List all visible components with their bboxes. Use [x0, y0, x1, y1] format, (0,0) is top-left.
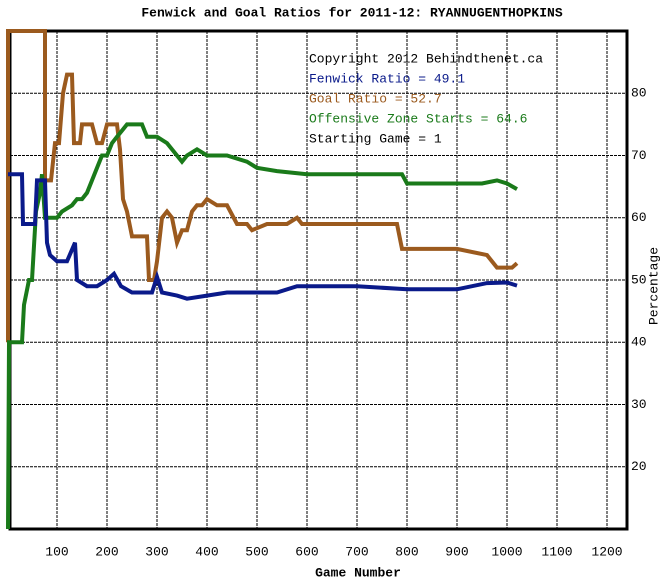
- y-tick-label: 80: [631, 86, 647, 101]
- y-tick-label: 60: [631, 210, 647, 225]
- chart-title: Fenwick and Goal Ratios for 2011-12: RYA…: [141, 5, 562, 20]
- y-axis-label: Percentage: [646, 247, 661, 325]
- x-tick-label: 100: [45, 544, 68, 559]
- series-line: [6, 29, 519, 343]
- x-tick-label: 900: [445, 544, 468, 559]
- x-tick-label: 1200: [591, 544, 622, 559]
- y-tick-label: 50: [631, 272, 647, 287]
- x-tick-label: 600: [295, 544, 318, 559]
- y-tick-label: 40: [631, 335, 647, 350]
- x-tick-label: 200: [95, 544, 118, 559]
- series-line: [6, 122, 518, 530]
- x-tick-label: 700: [345, 544, 368, 559]
- x-tick-label: 300: [145, 544, 168, 559]
- annotation: Starting Game = 1: [309, 131, 442, 146]
- y-tick-label: 70: [631, 148, 647, 163]
- x-axis-label: Game Number: [315, 565, 401, 580]
- x-tick-label: 1000: [491, 544, 522, 559]
- y-tick-label: 30: [631, 397, 647, 412]
- x-tick-label: 400: [195, 544, 218, 559]
- annotation: Offensive Zone Starts = 64.6: [309, 111, 527, 126]
- series-line: [8, 172, 518, 301]
- x-tick-label: 500: [245, 544, 268, 559]
- annotation: Goal Ratio = 52.7: [309, 91, 442, 106]
- y-tick-label: 20: [631, 459, 647, 474]
- annotation: Fenwick Ratio = 49.1: [309, 71, 465, 86]
- x-tick-label: 800: [395, 544, 418, 559]
- x-tick-label: 1100: [541, 544, 572, 559]
- annotation: Copyright 2012 Behindthenet.ca: [309, 51, 543, 66]
